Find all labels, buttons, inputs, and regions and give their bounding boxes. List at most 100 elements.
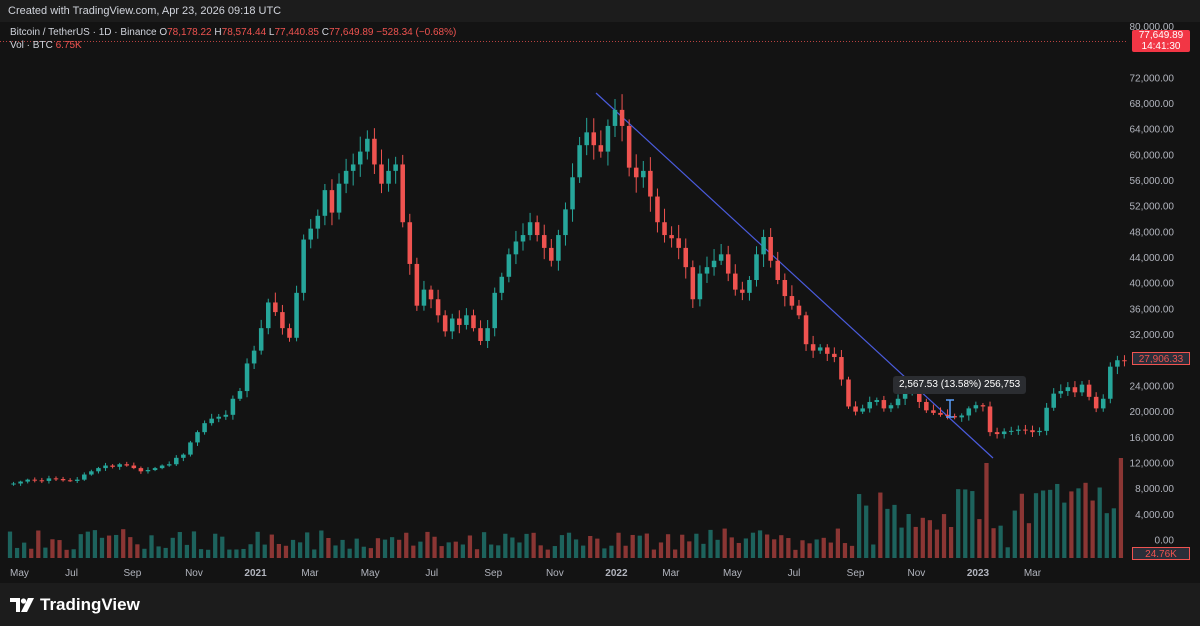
close-label: C [321, 27, 329, 38]
candle-body [916, 387, 922, 402]
candle-body [478, 328, 483, 341]
time-tick-label: 2023 [967, 568, 990, 579]
price-tick-label: 80,000.00 [1130, 22, 1175, 33]
candle-body [329, 190, 335, 213]
bar-countdown: 14:41:30 [1141, 41, 1181, 52]
volume-bar [1019, 493, 1024, 558]
time-tick-label: Mar [662, 568, 680, 579]
candle-body [464, 315, 469, 325]
candle-body [520, 235, 526, 242]
volume-bar [566, 532, 572, 558]
candle-body [945, 414, 950, 417]
volume-bar [389, 537, 395, 558]
candle-body [846, 379, 851, 407]
candle-body [938, 412, 943, 415]
candle-body [174, 457, 179, 465]
candle-body [315, 215, 321, 229]
candle-body [53, 478, 59, 480]
volume-bar [1040, 490, 1046, 558]
volume-bar [375, 538, 381, 558]
volume-bar [934, 529, 940, 558]
price-tick-label: 56,000.00 [1130, 176, 1175, 187]
candle-body [1030, 430, 1035, 433]
candle-body [1051, 393, 1056, 408]
volume-bar [354, 538, 359, 558]
candle-body [825, 347, 830, 354]
candle-body [1115, 360, 1120, 367]
candle-body [1086, 384, 1092, 397]
candle-body [294, 292, 299, 338]
candle-body [230, 398, 236, 415]
volume-bar [149, 535, 154, 558]
candle-body [513, 241, 519, 255]
volume-bar [241, 548, 246, 558]
volume-bar [807, 543, 812, 558]
volume-bar [71, 549, 76, 558]
volume-bar [191, 531, 197, 558]
candle-body [931, 410, 936, 413]
candle-body [1072, 387, 1078, 393]
tradingview-logo[interactable]: TradingView [10, 595, 140, 615]
volume-bar [899, 527, 904, 558]
volume-bar [276, 543, 282, 558]
candle-body [400, 164, 405, 223]
volume-bar [871, 544, 876, 558]
price-tick-label: 64,000.00 [1130, 125, 1175, 136]
time-axis[interactable]: May Jul Sep Nov 2021 Mar May Jul Sep Nov 2022 Mar Ma… [10, 568, 1042, 579]
candle-body [768, 236, 773, 261]
measure-tooltip: 2,567.53 (13.58%) 256,753 [893, 376, 1027, 394]
volume-bar [1118, 458, 1124, 558]
volume-bar [121, 529, 126, 558]
price-chart[interactable]: 80,000.00 72,000.00 68,000.00 64,000.00 60,0… [0, 0, 1200, 583]
volume-bar [198, 549, 204, 558]
volume-bar [977, 519, 982, 558]
volume-bar [651, 549, 657, 558]
volume-bar [991, 528, 996, 558]
candle-body [676, 238, 681, 248]
volume-bar [255, 531, 260, 558]
candle-body [584, 132, 589, 146]
time-tick-label: Nov [185, 568, 203, 579]
candle-body [1093, 396, 1099, 409]
volume-bar [248, 544, 253, 558]
symbol-label[interactable]: Bitcoin / TetherUS · 1D · Binance [10, 27, 157, 38]
trendline[interactable] [595, 92, 994, 459]
time-tick-label: Mar [1024, 568, 1042, 579]
price-tick-label: 20,000.00 [1130, 407, 1175, 418]
volume-bar [814, 539, 819, 558]
candles[interactable] [11, 94, 1127, 486]
volume-bar [361, 546, 366, 558]
volume-bar [552, 546, 557, 558]
price-tick-label: 60,000.00 [1130, 150, 1175, 161]
volume-bar [297, 542, 303, 558]
volume-bar [163, 547, 168, 558]
price-tick-label: 16,000.00 [1130, 433, 1175, 444]
volume-bar [708, 529, 713, 558]
volume-bar [920, 517, 925, 558]
volume-bar [220, 536, 225, 558]
candle-body [442, 315, 448, 332]
open-label: O [159, 27, 168, 38]
volume-bar [517, 542, 522, 558]
price-axis[interactable]: 80,000.00 72,000.00 68,000.00 64,000.00 60,0… [0, 22, 1174, 547]
candle-body [704, 267, 710, 274]
volume-bar [446, 542, 451, 558]
volume-bar [1062, 502, 1067, 558]
candle-body [237, 391, 243, 399]
candle-body [499, 276, 505, 293]
candle-body [258, 328, 264, 351]
candle-body [853, 406, 858, 412]
volume-label[interactable]: Vol · BTC [10, 40, 53, 51]
volume-bar [340, 539, 345, 558]
volume-bar [92, 530, 98, 558]
volume-value: 6.75K [55, 40, 82, 51]
low-value: 77,440.85 [274, 27, 319, 38]
candle-body [74, 479, 80, 481]
volume-bar [765, 534, 770, 558]
candle-body [181, 454, 186, 458]
volume-bar [538, 545, 543, 558]
candle-body [492, 292, 497, 329]
volume-bar [715, 539, 720, 558]
volume-bar [665, 534, 671, 558]
candle-body [570, 177, 575, 210]
